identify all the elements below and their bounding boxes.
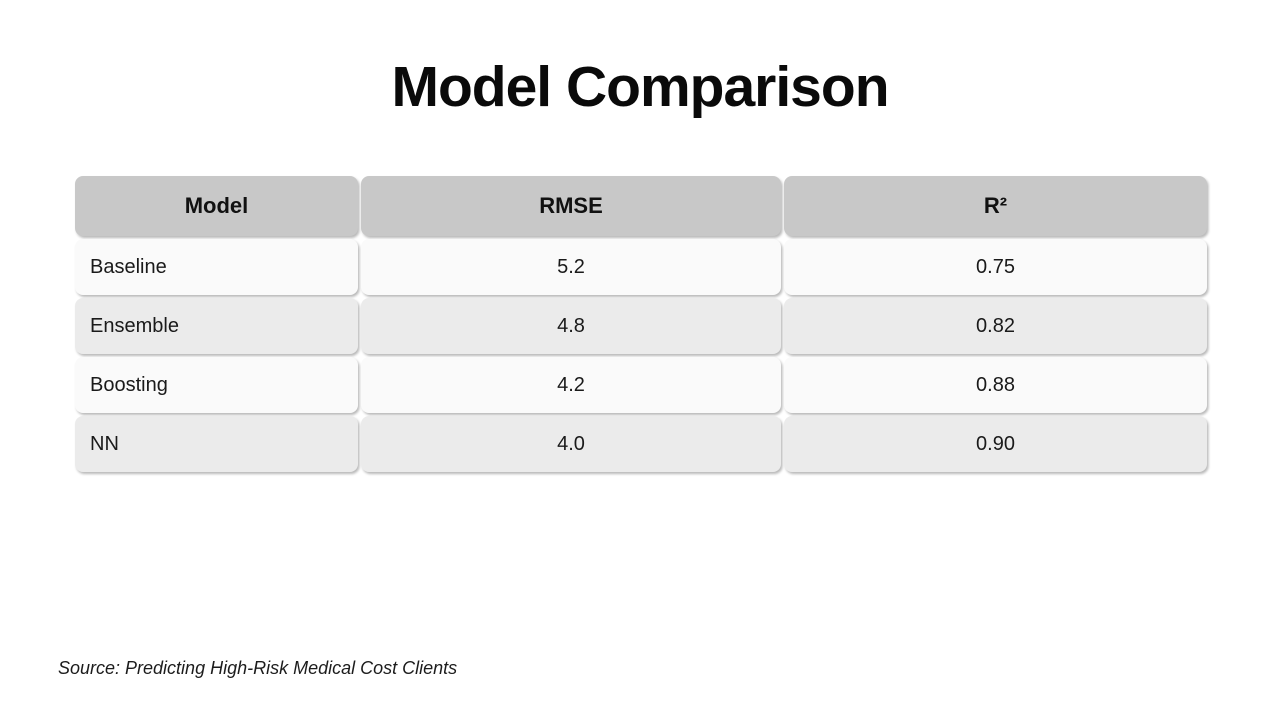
slide-title: Model Comparison [391, 55, 889, 119]
cell-row3-rmse: 4.0 [361, 416, 781, 472]
cell-row3-r2: 0.90 [784, 416, 1207, 472]
column-header-model: Model [75, 176, 358, 236]
column-header-r2: R² [784, 176, 1207, 236]
cell-row2-r2: 0.88 [784, 357, 1207, 413]
cell-row0-rmse: 5.2 [361, 239, 781, 295]
cell-row1-rmse: 4.8 [361, 298, 781, 354]
cell-row0-model: Baseline [75, 239, 358, 295]
model-comparison-table: Model RMSE R² Baseline 5.2 0.75 Ensemble… [75, 176, 1207, 472]
source-caption: Source: Predicting High-Risk Medical Cos… [58, 658, 458, 678]
cell-row1-model: Ensemble [75, 298, 358, 354]
cell-row3-model: NN [75, 416, 358, 472]
cell-row2-rmse: 4.2 [361, 357, 781, 413]
cell-row1-r2: 0.82 [784, 298, 1207, 354]
cell-row2-model: Boosting [75, 357, 358, 413]
cell-row0-r2: 0.75 [784, 239, 1207, 295]
column-header-rmse: RMSE [361, 176, 781, 236]
